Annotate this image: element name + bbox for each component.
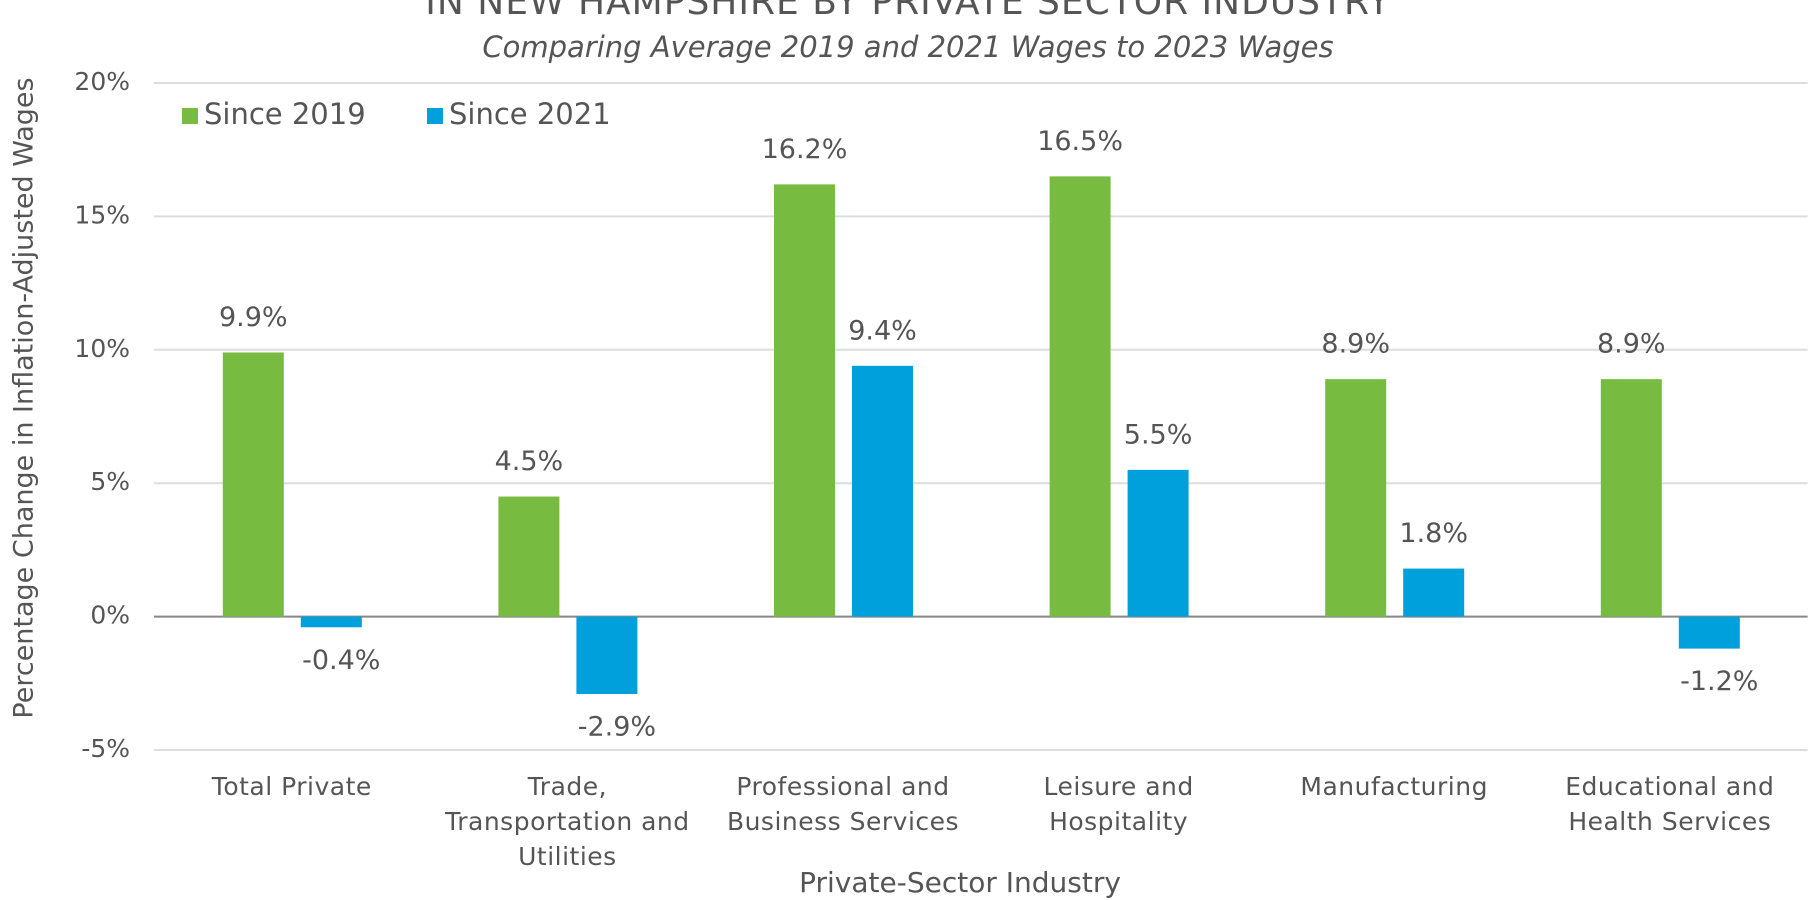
bar xyxy=(1049,176,1111,617)
bar xyxy=(852,365,913,617)
x-tick-label: Trade, Transportation and Utilities xyxy=(445,772,690,871)
y-tick-label: 5% xyxy=(90,467,130,496)
legend-swatch xyxy=(427,108,443,124)
x-tick-label: Manufacturing xyxy=(1300,772,1488,801)
bar xyxy=(1127,469,1189,617)
data-label: 8.9% xyxy=(1321,329,1390,360)
y-tick-label: -5% xyxy=(81,734,130,763)
bar xyxy=(1600,379,1662,617)
legend-label: Since 2019 xyxy=(204,97,366,131)
bar xyxy=(774,184,835,617)
legend-swatch xyxy=(182,108,198,124)
y-tick-label: 0% xyxy=(90,601,130,630)
bar xyxy=(1403,568,1465,617)
data-label: 9.4% xyxy=(848,315,917,346)
y-tick-label: 15% xyxy=(74,200,130,229)
data-label: 9.9% xyxy=(219,302,288,333)
data-label: -2.9% xyxy=(578,711,656,742)
x-tick-label: Professional and Business Services xyxy=(726,772,960,836)
data-label: 16.5% xyxy=(1037,126,1123,157)
chart-subtitle: Comparing Average 2019 and 2021 Wages to… xyxy=(482,30,1333,64)
y-tick-label: 20% xyxy=(74,67,130,96)
data-label: 1.8% xyxy=(1399,518,1468,549)
data-label: 16.2% xyxy=(762,134,848,165)
x-axis-title: Private-Sector Industry xyxy=(799,866,1121,899)
data-label: 4.5% xyxy=(495,446,564,477)
bar xyxy=(1325,379,1387,617)
bar xyxy=(1678,616,1740,649)
data-label: 5.5% xyxy=(1124,419,1193,450)
x-tick-label: Total Private xyxy=(211,772,372,801)
bar xyxy=(222,352,284,617)
legend-label: Since 2021 xyxy=(449,97,611,131)
bar xyxy=(498,496,560,617)
data-label: -1.2% xyxy=(1680,666,1758,697)
y-tick-label: 10% xyxy=(74,334,130,363)
x-tick-label: Educational and Health Services xyxy=(1565,772,1775,836)
bar xyxy=(576,616,638,694)
chart-title: IN NEW HAMPSHIRE BY PRIVATE SECTOR INDUS… xyxy=(425,0,1390,23)
data-label: 8.9% xyxy=(1597,329,1666,360)
bar xyxy=(300,616,362,628)
x-tick-label: Leisure and Hospitality xyxy=(1043,772,1194,836)
data-label: -0.4% xyxy=(302,645,380,676)
y-axis-title: Percentage Change in Inflation-Adjusted … xyxy=(9,77,40,718)
